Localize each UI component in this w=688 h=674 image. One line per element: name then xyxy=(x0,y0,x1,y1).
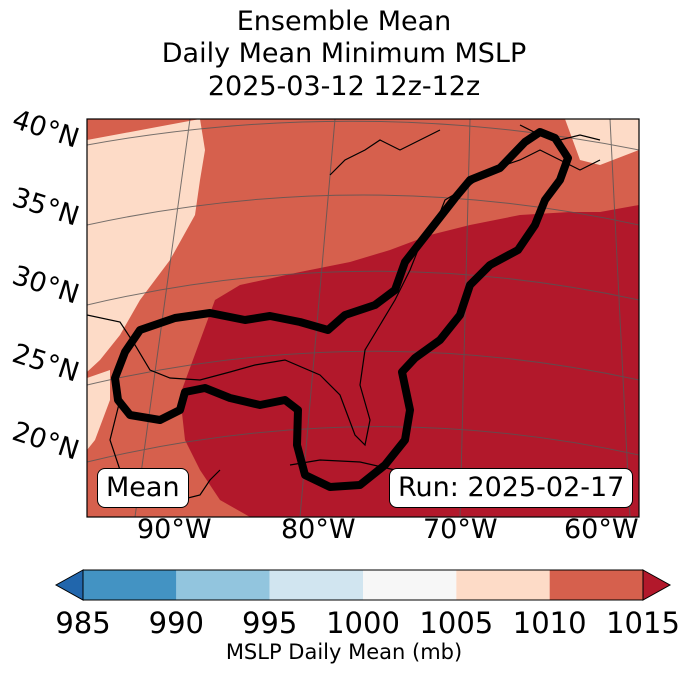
colorbar-frame xyxy=(82,569,644,601)
run-date-box: Run: 2025-02-17 xyxy=(389,468,634,508)
field-1005-1010-northeast xyxy=(565,119,639,165)
mean-label-box: Mean xyxy=(97,468,189,508)
colorbar-bin-1005-1010 xyxy=(456,570,550,600)
colorbar-tick-985: 985 xyxy=(55,606,111,640)
colorbar-tick-995: 995 xyxy=(241,606,298,640)
lon-tick-60w: 60°W xyxy=(564,514,639,545)
colorbar-bin-1000-1005 xyxy=(363,570,457,600)
title-line-2: Daily Mean Minimum MSLP xyxy=(161,38,527,69)
field-1005-1010-southwest xyxy=(87,370,110,450)
colorbar-tick-990: 990 xyxy=(148,606,204,640)
lon-tick-80w: 80°W xyxy=(281,514,356,545)
colorbar-tick-1005: 1005 xyxy=(419,606,494,640)
field-1005-1010-west xyxy=(87,119,205,372)
graticule xyxy=(87,119,639,517)
map-frame xyxy=(86,118,640,518)
colorbar-tick-1015: 1015 xyxy=(606,606,680,640)
contour-1015 xyxy=(111,128,572,491)
colorbar-tick-1000: 1000 xyxy=(326,606,400,640)
colorbar-bin-985-990 xyxy=(83,570,177,600)
colorbar-bin-990-995 xyxy=(176,570,270,600)
colorbar-tick-1010: 1010 xyxy=(512,606,587,640)
lon-tick-90w: 90°W xyxy=(137,514,212,545)
colorbar-extend-high xyxy=(642,569,672,601)
title-line-1: Ensemble Mean xyxy=(236,6,452,37)
title-line-3: 2025-03-12 12z-12z xyxy=(207,71,481,102)
map-plot xyxy=(86,118,640,518)
colorbar-extend-low xyxy=(54,569,84,601)
colorbar-label: MSLP Daily Mean (mb) xyxy=(225,640,463,664)
colorbar-bin-1010-1015 xyxy=(549,570,643,600)
lon-tick-70w: 70°W xyxy=(423,514,498,545)
colorbar-bin-995-1000 xyxy=(269,570,363,600)
